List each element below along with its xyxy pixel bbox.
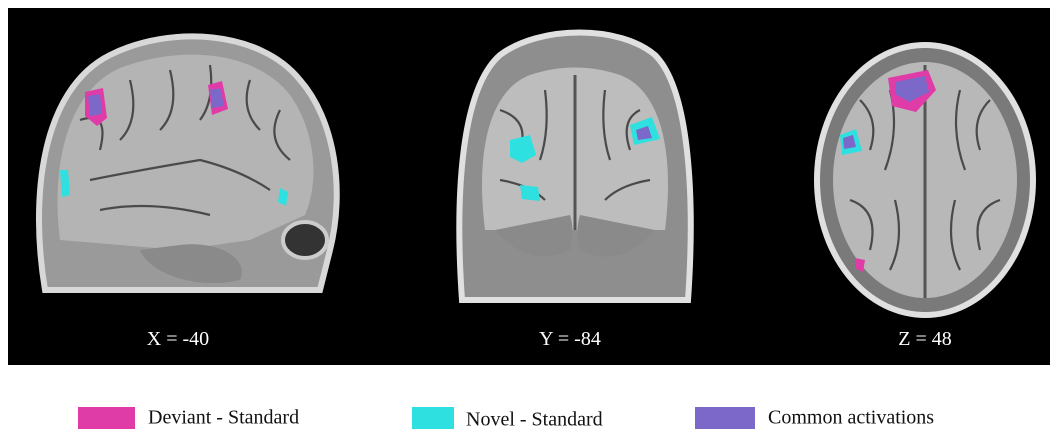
- axial-slice: [817, 45, 1033, 315]
- legend-swatch: [695, 407, 755, 429]
- activation: [520, 185, 540, 201]
- slice-label: X = -40: [147, 328, 209, 350]
- legend-swatch: [412, 407, 454, 429]
- slice-label: Y = -84: [539, 328, 601, 350]
- coronal-slice: [459, 33, 690, 301]
- slice-label: Z = 48: [898, 328, 952, 350]
- legend-swatch: [78, 407, 135, 429]
- legend-label: Deviant - Standard: [148, 407, 299, 429]
- legend-label: Novel - Standard: [466, 409, 603, 431]
- sagittal-slice: [39, 36, 337, 290]
- figure: X = -40 Y = -84 Z = 48 Deviant - Standar…: [0, 0, 1057, 437]
- legend-label: Common activations: [768, 407, 934, 429]
- activation: [88, 94, 102, 116]
